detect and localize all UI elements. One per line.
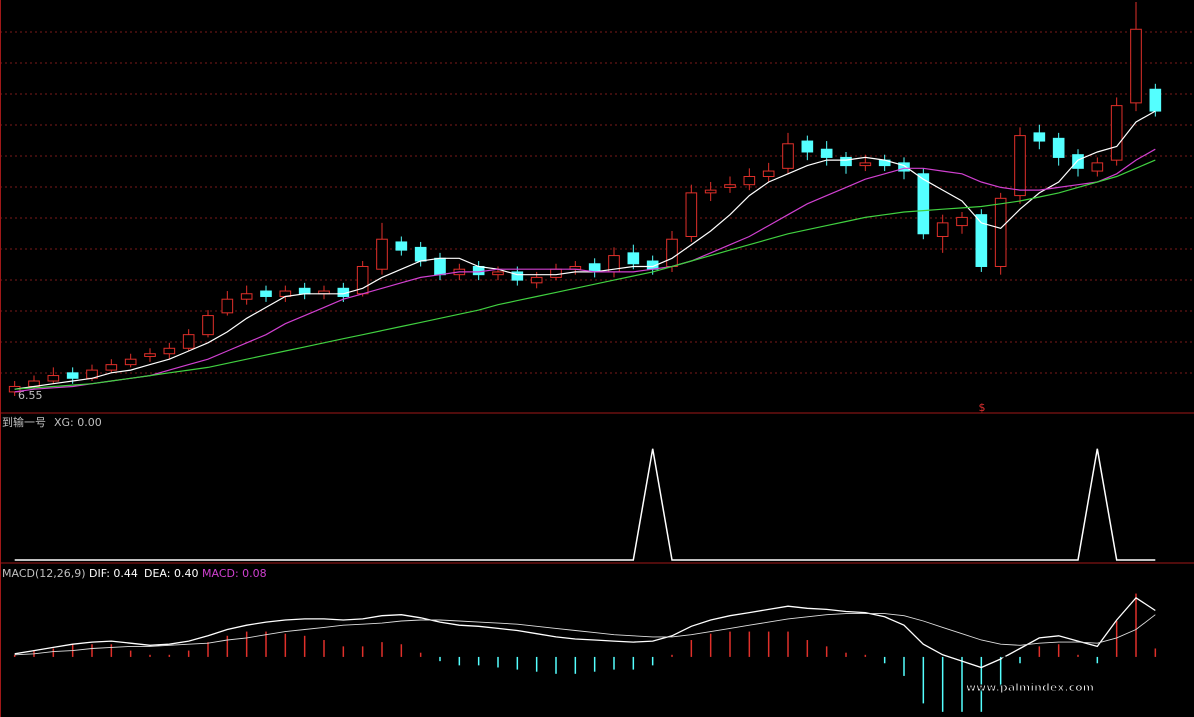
candle-body — [434, 257, 446, 276]
candle-body — [530, 276, 543, 284]
candle-body — [182, 334, 195, 349]
candle-body — [917, 173, 930, 235]
ma-line — [14, 110, 1156, 390]
candle-body — [840, 156, 852, 167]
candle-body — [105, 364, 118, 371]
watermark-title: 掌 上 指 标 — [1002, 655, 1058, 669]
candle-body — [762, 170, 775, 178]
candle-body — [414, 246, 427, 262]
candle-body — [221, 298, 234, 314]
candle-body — [511, 271, 524, 281]
signal-marker: $ — [979, 401, 986, 414]
candle-body — [1130, 28, 1142, 104]
candle-body — [202, 315, 214, 336]
panel-value: XG: 0.00 — [54, 416, 102, 429]
candle-body — [898, 162, 910, 172]
candle-body — [124, 358, 137, 366]
candle-body — [1014, 135, 1026, 197]
panel-title: 到输一号 — [2, 415, 46, 429]
candle-body — [685, 192, 698, 237]
candle-body — [975, 214, 988, 267]
candle-body — [704, 189, 717, 194]
candle-body — [66, 372, 79, 379]
panel-title: MACD(12,26,9) — [2, 567, 86, 580]
candle-body — [144, 353, 156, 357]
candle-body — [472, 265, 485, 276]
candle-body — [801, 140, 814, 153]
candle-body — [1091, 162, 1104, 172]
low-annotation: 6.55 — [18, 389, 43, 402]
ma-line — [14, 159, 1156, 390]
candle-body — [859, 162, 872, 167]
macd-label: MACD: 0.08 — [202, 567, 267, 580]
candle-body — [994, 197, 1007, 267]
candle-body — [163, 347, 176, 355]
candle-body — [1052, 137, 1065, 158]
dif-line — [14, 596, 1156, 669]
candle-body — [627, 252, 640, 265]
candle-body — [1149, 88, 1162, 112]
candle-body — [47, 375, 60, 382]
candle-body — [376, 238, 388, 270]
candle-body — [666, 238, 678, 267]
candle-body — [782, 143, 794, 169]
candle-body — [936, 222, 949, 237]
candle-body — [724, 184, 736, 188]
candle-body — [588, 263, 601, 273]
candle-body — [240, 293, 253, 300]
watermark-url: www.palmindex.com — [966, 681, 1094, 694]
candle-body — [492, 271, 504, 276]
ma-line — [14, 148, 1156, 393]
dea-line — [14, 613, 1156, 656]
candle-body — [743, 176, 756, 186]
candle-body — [1033, 132, 1046, 142]
candle-body — [298, 287, 311, 295]
dea-label: DEA: 0.40 — [144, 567, 198, 580]
candle-body — [260, 290, 272, 297]
candle-body — [395, 241, 408, 251]
candle-body — [1072, 154, 1084, 169]
candle-body — [956, 216, 968, 227]
marks — [8, 2, 1162, 712]
dif-label: DIF: 0.44 — [89, 567, 138, 580]
signal-line — [14, 448, 1156, 561]
candle-body — [550, 268, 562, 278]
candle-body — [820, 148, 833, 158]
candle-body — [1110, 105, 1123, 161]
